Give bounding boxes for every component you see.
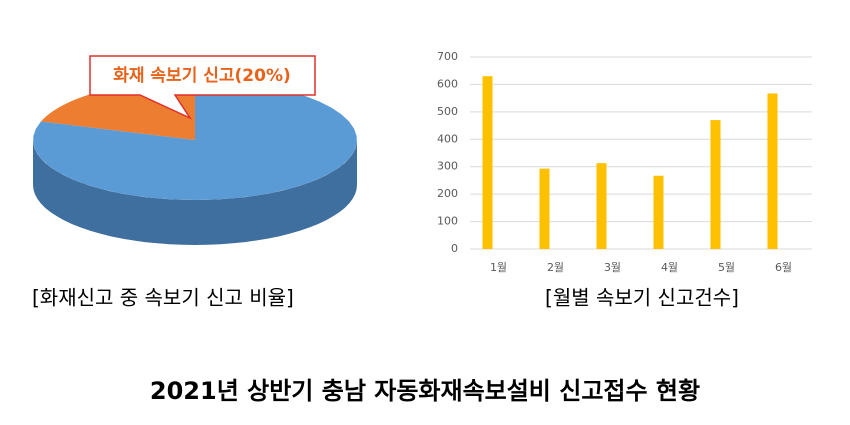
callout: 화재 속보기 신고(20%) xyxy=(89,55,316,120)
bar xyxy=(482,76,493,249)
pie-caption: [화재신고 중 속보기 신고 비율] xyxy=(32,286,294,310)
y-tick-label: 0 xyxy=(451,242,458,255)
y-tick-label: 700 xyxy=(437,50,458,63)
bar xyxy=(596,163,607,249)
bar xyxy=(539,168,550,249)
y-tick-label: 300 xyxy=(437,160,458,173)
callout-box xyxy=(89,55,316,120)
y-tick-label: 400 xyxy=(437,132,458,145)
y-tick-label: 500 xyxy=(437,105,458,118)
pie-side xyxy=(33,140,357,245)
y-tick-label: 600 xyxy=(437,77,458,90)
main-title: 2021년 상반기 충남 자동화재속보설비 신고접수 현황 xyxy=(150,377,700,405)
pie-chart xyxy=(33,80,357,245)
bar-caption: [월별 속보기 신고건수] xyxy=(545,286,739,310)
x-tick-label: 5월 xyxy=(718,261,735,274)
slice-label: 화재 속보기 신고(20%) xyxy=(113,66,291,86)
x-tick-label: 3월 xyxy=(604,261,621,274)
y-tick-label: 100 xyxy=(437,215,458,228)
x-tick-label: 4월 xyxy=(661,261,678,274)
bar xyxy=(653,175,664,249)
x-tick-label: 6월 xyxy=(775,261,792,274)
x-tick-label: 2월 xyxy=(547,261,564,274)
pie-slice xyxy=(33,80,357,200)
y-tick-label: 200 xyxy=(437,187,458,200)
bar xyxy=(710,120,721,249)
bar xyxy=(767,93,778,249)
bar-chart: 0 100 200 300 400 500 600 700 1월 2월 3월 4월 5월 6월 xyxy=(437,50,812,274)
x-tick-label: 1월 xyxy=(490,261,507,274)
